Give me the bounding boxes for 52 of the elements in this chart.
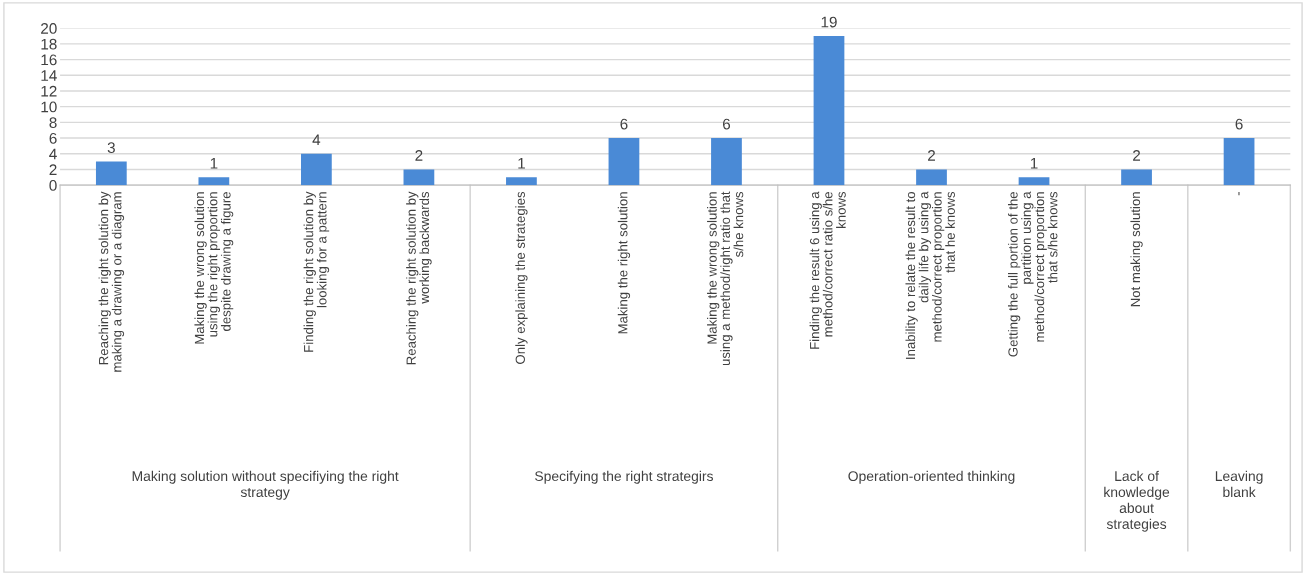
x-tick-label: Inability to relate the result to daily life by using a method/correct proportion that he knows (905, 191, 955, 359)
bar (506, 177, 537, 186)
bar (711, 138, 742, 186)
text: Making solution without specifiying the right strategy (132, 470, 399, 500)
bar (813, 36, 845, 186)
y-tick-label: 8 (49, 117, 57, 129)
bar (301, 153, 332, 186)
bar (1223, 138, 1255, 186)
data-label: 2 (928, 150, 935, 161)
bar (403, 169, 435, 186)
x-tick-label: Finding the result 6 using a method/correct ratio s/he knows (809, 191, 846, 349)
data-label: 6 (620, 118, 628, 130)
data-label: 3 (107, 142, 115, 154)
bar (198, 177, 230, 186)
x-tick-label: Making the wrong solution using a method/right ratio that s/he knows (707, 191, 744, 366)
data-label: 1 (518, 158, 525, 169)
y-tick-label: 14 (41, 70, 57, 81)
x-tick-label: Reaching the right solution by making a drawing or a diagram (98, 191, 125, 372)
text: Lack of knowledge about strategies (1104, 470, 1170, 532)
data-label: 6 (722, 118, 731, 130)
x-tick-label: Finding the right solution by looking for a pattern (303, 191, 330, 352)
y-tick-label: 6 (49, 132, 57, 144)
x-tick-label: Reaching the right solution by working backwards (406, 191, 432, 365)
y-tick-label: 18 (41, 38, 57, 50)
data-label: 19 (821, 16, 837, 28)
y-tick-label: 10 (41, 101, 57, 113)
y-tick-label: 2 (49, 164, 57, 175)
x-tick-label: Getting the full portion of the partition using a method/correct proportion that s/he knows (1007, 191, 1058, 357)
bar (95, 161, 127, 186)
y-tick-label: 16 (41, 54, 57, 66)
bar (1121, 169, 1152, 186)
x-tick-label: Making the right solution (617, 192, 631, 334)
data-label: 6 (1235, 118, 1243, 130)
text: Specifying the right strategirs (535, 470, 713, 484)
text: Operation-oriented thinking (848, 470, 1015, 484)
y-tick-label: 12 (41, 85, 57, 97)
data-label: 1 (210, 158, 218, 169)
x-tick-label: Making the wrong solution using the right proportion despite drawing a figure (194, 192, 234, 344)
bar (608, 138, 640, 186)
y-tick-label: 20 (41, 23, 57, 34)
x-tick-label: Not making solution (1130, 192, 1143, 307)
bar (1018, 177, 1050, 186)
data-label: 1 (1030, 158, 1038, 169)
bar (916, 169, 947, 186)
y-tick-label: 4 (49, 148, 57, 160)
data-label: 4 (312, 134, 321, 146)
data-label: 2 (1133, 150, 1141, 161)
y-tick-label: 0 (49, 180, 57, 191)
data-label: 2 (415, 150, 423, 161)
x-tick-label: - (1238, 192, 1240, 196)
text: Leaving blank (1215, 470, 1263, 498)
x-tick-label: Only explaining the strategies (515, 191, 528, 364)
